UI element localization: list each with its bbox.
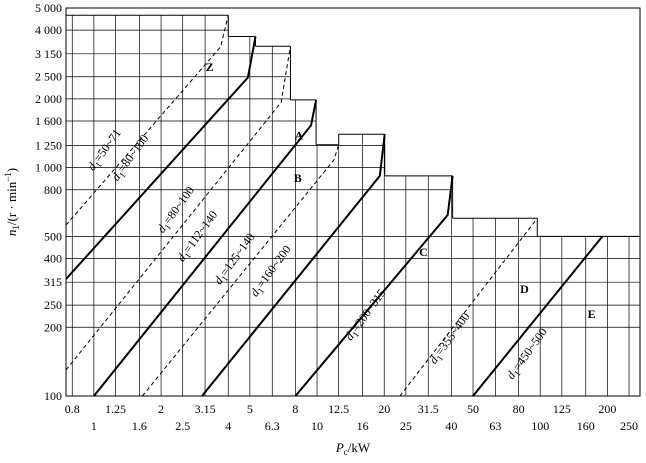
x-tick-label: 31.5 [418,402,439,416]
diameter-label: d1=160~200 [247,243,295,301]
series-line [472,235,604,397]
y-tick-label: 3 150 [35,47,62,61]
series-line [399,217,538,397]
x-tick-label: 100 [531,419,549,433]
diameter-label: d1=450~500 [504,325,552,383]
y-tick-label: 2 000 [35,92,62,106]
x-tick-label: 1.6 [132,419,147,433]
y-tick-label: 500 [44,229,62,243]
diameter-label: d1=355~400 [426,310,474,368]
y-tick-label: 4 000 [35,23,62,37]
zone-label: C [419,245,428,259]
x-tick-label: 3.15 [195,402,216,416]
y-axis-label: n1/(r · min−1) [3,168,21,236]
x-tick-label: 1.25 [105,402,126,416]
x-tick-label: 12.5 [328,402,349,416]
x-tick-labels: 0.8 1.25 2 3.15 5 8 12.5 20 31.5 50 80 125 200 1 1.6 2.… [65,402,638,433]
x-tick-label: 160 [577,419,595,433]
y-tick-label: 800 [44,183,62,197]
y-tick-label: 2 500 [35,70,62,84]
series-line [65,46,291,371]
y-tick-label: 315 [44,275,62,289]
x-tick-label: 63 [489,419,501,433]
series-line [65,36,257,280]
y-tick-label: 200 [44,320,62,334]
x-tick-label: 10 [311,419,323,433]
x-tick-label: 6.3 [265,419,280,433]
zone-label: D [520,282,529,296]
series-lines [65,15,604,397]
diameter-label: d1=200~315 [342,286,390,344]
series-line [294,175,454,397]
y-tick-label: 250 [44,298,62,312]
x-tick-label: 200 [598,402,616,416]
x-tick-label: 250 [620,419,638,433]
x-tick-label: 4 [225,419,231,433]
series-line [142,144,340,397]
y-tick-label: 1 250 [35,138,62,152]
y-tick-label: 5 000 [35,1,62,15]
zone-label: Z [206,60,214,74]
zone-label: A [295,128,304,142]
plot-frame [65,7,641,397]
x-tick-label: 25 [400,419,412,433]
x-tick-label: 125 [553,402,571,416]
series-line [93,99,318,397]
y-tick-label: 400 [44,252,62,266]
x-tick-label: 40 [445,419,457,433]
x-tick-label: 20 [378,402,390,416]
series-line [65,15,229,226]
x-tick-label: 80 [513,402,525,416]
y-tick-label: 100 [44,389,62,403]
y-tick-label: 1 000 [35,161,62,175]
x-tick-label: 16 [357,419,369,433]
y-tick-labels: 100 200 250 315 400 500 800 1 000 1 250 1 600 2 00… [35,1,62,403]
y-tick-label: 1 600 [35,114,62,128]
diameter-labels: d1=50~71d1=80~100d1=80~100d1=112~140d1=1… [84,126,552,383]
x-axis-label: Pc/kW [335,440,371,457]
x-tick-label: 0.8 [65,402,80,416]
zone-label: B [294,171,302,185]
x-tick-label: 50 [467,402,479,416]
x-tick-label: 5 [247,402,253,416]
diameter-label: d1=125~140 [211,230,259,288]
zone-boundary [66,14,640,237]
zone-labels: Z A B C D E [206,60,596,321]
x-tick-label: 8 [292,402,298,416]
series-line [201,134,386,397]
zone-label: E [588,307,596,321]
x-tick-label: 2 [158,402,164,416]
x-tick-label: 1 [91,419,97,433]
x-tick-label: 2.5 [175,419,190,433]
